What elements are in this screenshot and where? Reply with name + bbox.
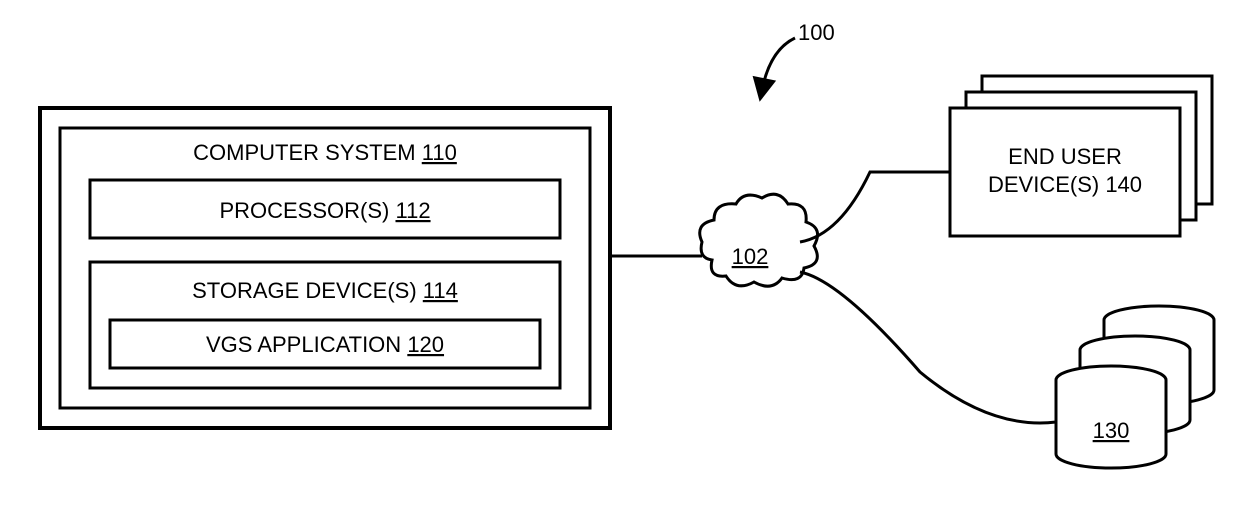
database-stack: 130 [1056,306,1214,468]
computer-system-block: COMPUTER SYSTEM 110 PROCESSOR(S) 112 STO… [40,108,610,428]
eud-label-line1: END USER [1008,144,1122,169]
computer-system-title: COMPUTER SYSTEM 110 [193,140,457,165]
figure-ref-label: 100 [798,20,835,45]
db-ref-label: 130 [1093,418,1130,443]
cloud-ref-label: 102 [732,244,769,269]
vgs-app-label: VGS APPLICATION 120 [206,332,444,357]
cloud-node: 102 [700,194,818,286]
processor-label: PROCESSOR(S) 112 [219,198,430,223]
cloud-shape [700,194,818,286]
storage-label: STORAGE DEVICE(S) 114 [192,278,458,303]
figure-reference: 100 [762,20,835,90]
eud-label-line2: DEVICE(S) 140 [988,172,1142,197]
edge-cloud-to-db [800,272,1056,423]
edge-cloud-to-eud [800,172,950,242]
figure-ref-arrow [762,38,795,90]
db-cyl-front [1056,366,1166,468]
end-user-devices: END USER DEVICE(S) 140 [950,76,1212,236]
